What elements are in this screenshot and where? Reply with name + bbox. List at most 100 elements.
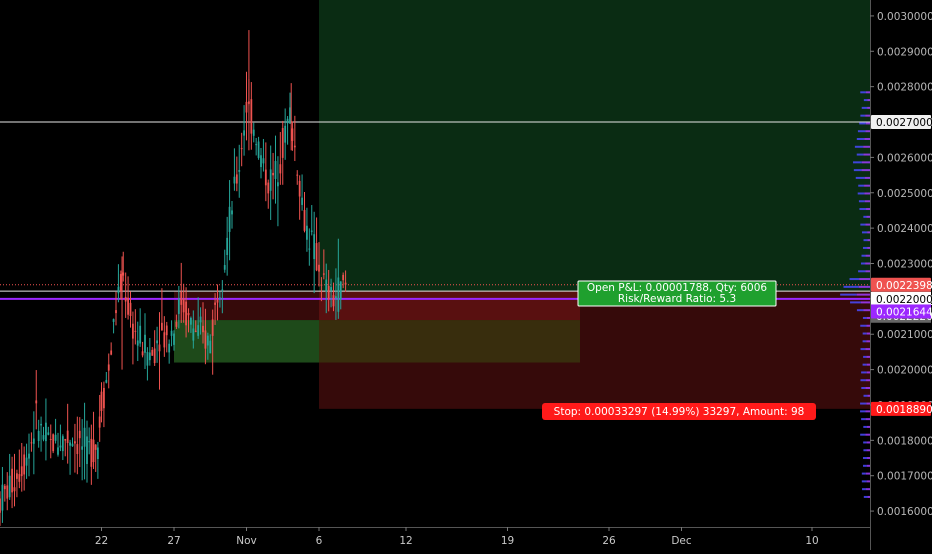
- candle: [221, 280, 224, 314]
- candle: [3, 483, 6, 502]
- profile-bar: [864, 138, 870, 141]
- profile-bar: [863, 394, 868, 397]
- candle: [61, 434, 64, 461]
- profile-bar: [863, 441, 867, 444]
- candle: [158, 312, 161, 390]
- position-boxes: [174, 0, 870, 409]
- position-labels[interactable]: Open P&L: 0.00001788, Qty: 6006Risk/Rewa…: [542, 280, 816, 420]
- candle: [90, 424, 93, 485]
- candle: [134, 309, 137, 345]
- candle: [335, 268, 337, 320]
- profile-bar: [850, 301, 861, 304]
- candle: [233, 148, 236, 191]
- profile-bar: [866, 371, 870, 374]
- profile-bar: [861, 161, 870, 164]
- candle: [185, 287, 187, 338]
- profile-bar: [866, 464, 870, 467]
- candle: [240, 132, 243, 167]
- profile-bar: [856, 153, 864, 156]
- candle: [190, 316, 192, 333]
- candle: [148, 337, 151, 366]
- candle: [177, 285, 180, 329]
- profile-bar: [861, 106, 868, 109]
- price-axis[interactable]: 0.001600000.001700000.001800000.00190000…: [870, 0, 932, 550]
- candle: [197, 297, 200, 339]
- profile-bar: [861, 231, 868, 234]
- candle: [223, 249, 226, 273]
- candle: [238, 144, 241, 198]
- svg-text:0.00223988: 0.00223988: [876, 280, 932, 292]
- profile-bar: [866, 324, 870, 327]
- candle: [52, 433, 55, 454]
- x-tick-label: 27: [167, 535, 180, 547]
- candle: [107, 353, 110, 389]
- price-axis-bg: [870, 0, 932, 550]
- candle: [315, 217, 318, 272]
- price-tag-purple[interactable]: 0.00216441: [871, 304, 932, 319]
- profile-bar: [856, 309, 864, 312]
- profile-bar: [866, 363, 870, 366]
- candle: [173, 330, 175, 351]
- candle: [66, 403, 69, 464]
- profile-bar: [865, 270, 870, 273]
- candle: [11, 456, 13, 509]
- profile-bar: [867, 457, 870, 460]
- profile-bar: [865, 254, 870, 257]
- profile-bar: [867, 239, 870, 242]
- candle: [86, 420, 88, 483]
- profile-bar: [857, 130, 866, 133]
- candle: [92, 411, 95, 469]
- candle: [129, 291, 132, 328]
- candle: [122, 251, 125, 282]
- profile-bar: [858, 285, 870, 288]
- profile-bar: [861, 418, 866, 421]
- candle: [59, 424, 62, 452]
- volume-profile: [840, 91, 870, 498]
- price-tag-stop[interactable]: 0.00188903: [871, 401, 932, 416]
- profile-bar: [862, 363, 867, 366]
- profile-bar: [853, 161, 862, 164]
- profit-zone[interactable]: [319, 0, 870, 292]
- profile-bar: [865, 410, 870, 413]
- candle: [344, 270, 347, 292]
- stop-label[interactable]: Stop: 0.00033297 (14.99%) 33297, Amount:…: [542, 403, 816, 420]
- candle: [342, 272, 345, 289]
- pnl-label[interactable]: Open P&L: 0.00001788, Qty: 6006Risk/Rewa…: [577, 280, 777, 307]
- time-axis[interactable]: 22 27 Nov 6 12 19 26 Dec 10: [0, 527, 870, 550]
- candle: [252, 122, 255, 143]
- profile-bar: [866, 316, 870, 319]
- profile-bar: [863, 145, 870, 148]
- candle: [262, 138, 265, 172]
- profile-bar: [866, 480, 870, 483]
- candle: [281, 120, 284, 185]
- candle: [1, 466, 4, 523]
- price-tag-current[interactable]: 0.00223988: [871, 277, 932, 292]
- profile-bar: [865, 262, 870, 265]
- profile-bar: [866, 332, 870, 335]
- candle: [204, 308, 207, 365]
- candle: [81, 419, 84, 481]
- profile-bar: [856, 293, 870, 296]
- candle: [161, 288, 163, 331]
- profile-bar: [863, 425, 867, 428]
- candle: [96, 441, 99, 479]
- candle: [219, 291, 221, 308]
- candle: [289, 92, 291, 124]
- candle: [94, 444, 97, 472]
- candles: [0, 30, 347, 526]
- candle: [308, 228, 311, 266]
- profile-bar: [866, 425, 870, 428]
- candle: [132, 311, 134, 365]
- candle: [124, 272, 127, 318]
